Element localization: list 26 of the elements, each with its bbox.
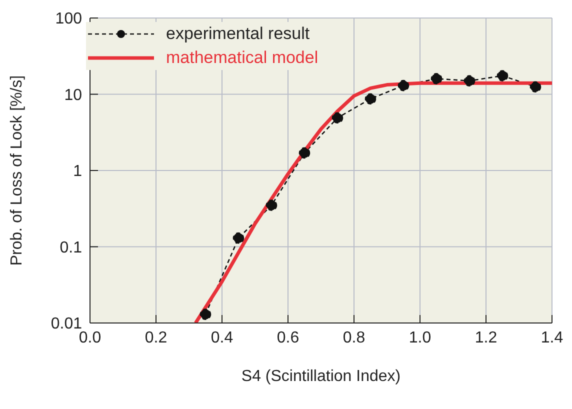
y-tick-label: 10: [64, 86, 82, 104]
point: [298, 147, 310, 159]
x-axis-title: S4 (Scintillation Index): [241, 368, 401, 385]
point: [496, 70, 508, 82]
x-tick-label: 0.4: [210, 329, 234, 346]
x-tick-label: 0.2: [144, 329, 168, 346]
x-tick-label: 1.2: [474, 329, 498, 346]
y-axis-title: Prob. of Loss of Lock [%/s]: [8, 75, 26, 266]
x-tick-label: 1.4: [540, 329, 564, 346]
legend-label: experimental result: [166, 24, 310, 44]
y-tick-label: 0.1: [60, 239, 82, 256]
point: [464, 75, 476, 86]
point: [530, 81, 542, 93]
point: [200, 308, 212, 320]
point: [232, 232, 244, 244]
point: [364, 93, 376, 105]
x-tick-label: 0.6: [276, 329, 300, 346]
y-tick-label: 100: [55, 10, 82, 28]
point: [332, 112, 344, 124]
y-tick-label: 1: [73, 163, 82, 180]
x-tick-label: 0.8: [342, 329, 366, 346]
point: [430, 73, 442, 84]
point: [266, 200, 278, 211]
legend-label: mathematical model: [166, 48, 318, 68]
point: [398, 80, 410, 92]
x-tick-label: 1.0: [408, 329, 432, 346]
